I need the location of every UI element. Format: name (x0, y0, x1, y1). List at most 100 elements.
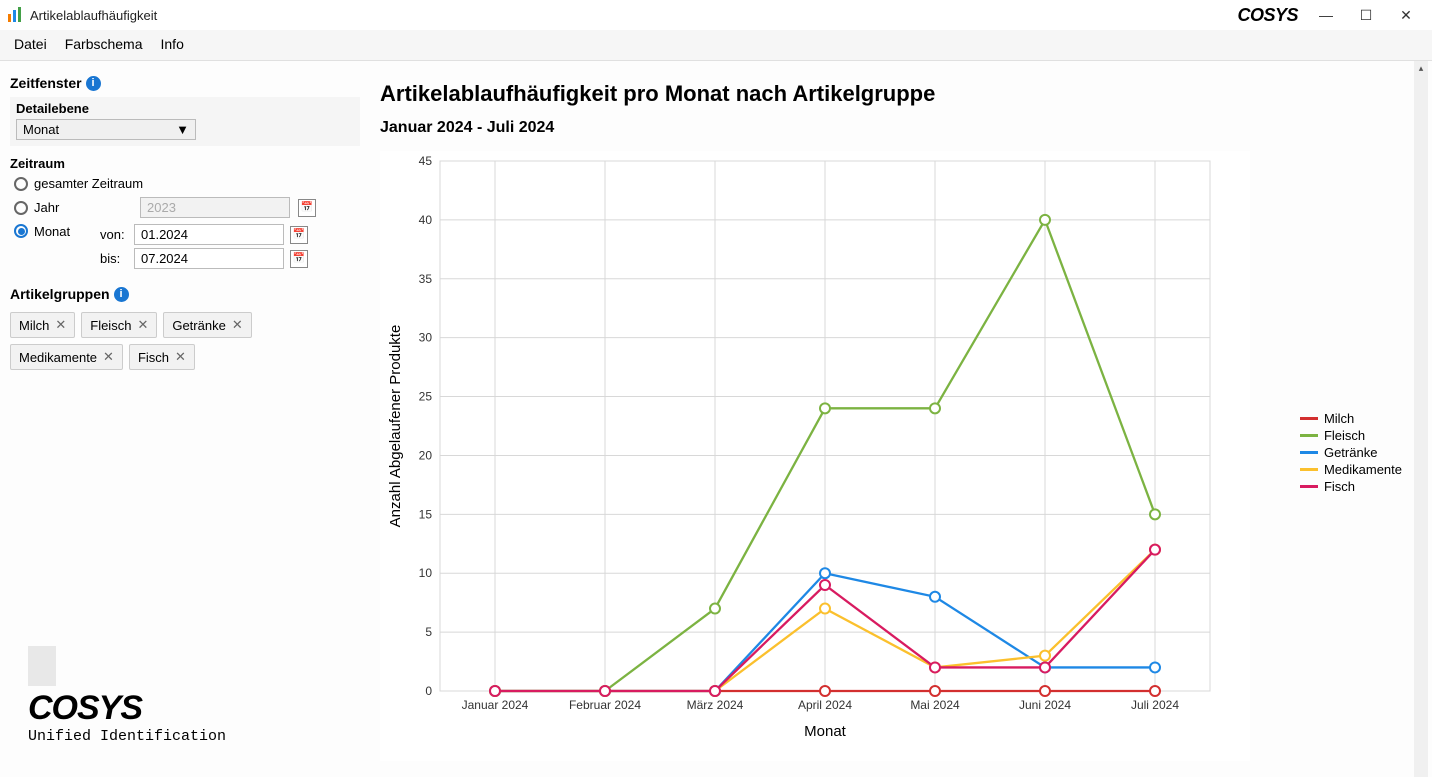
chip-container: Milch✕Fleisch✕Getränke✕Medikamente✕Fisch… (10, 312, 360, 370)
legend-swatch (1300, 451, 1318, 454)
brand-block: COSYS Unified Identification (10, 628, 360, 763)
chart-subtitle: Januar 2024 - Juli 2024 (380, 119, 1402, 137)
legend-item: Milch (1300, 411, 1402, 426)
svg-text:35: 35 (419, 272, 433, 286)
year-input[interactable]: 2023 (140, 197, 290, 218)
detailebene-label: Detailebene (16, 101, 354, 116)
chip-remove-icon[interactable]: ✕ (55, 317, 66, 333)
info-icon[interactable]: i (86, 76, 101, 91)
radio-icon (14, 177, 28, 191)
titlebar: Artikelablaufhäufigkeit COSYS — ☐ ✕ (0, 0, 1432, 30)
svg-text:Februar 2024: Februar 2024 (569, 698, 641, 712)
artikelgruppen-label: Artikelgruppen (10, 286, 110, 302)
radio-label: Monat (34, 224, 94, 239)
bis-input[interactable]: 07.2024 (134, 248, 284, 269)
minimize-button[interactable]: — (1306, 1, 1346, 29)
chip-remove-icon[interactable]: ✕ (232, 317, 243, 333)
menu-info[interactable]: Info (161, 36, 184, 52)
chip-getränke[interactable]: Getränke ✕ (163, 312, 251, 338)
line-chart: 0 5 10 15 20 25 30 35 40 45 Januar 2024 Februar 202… (380, 151, 1250, 761)
legend-swatch (1300, 417, 1318, 420)
brand-logo: COSYS (28, 689, 342, 728)
calendar-icon[interactable]: 📅 (290, 250, 308, 268)
chip-label: Fleisch (90, 318, 131, 333)
legend-label: Fleisch (1324, 428, 1365, 443)
sidebar: Zeitfenster i Detailebene Monat ▼ Zeitra… (0, 61, 370, 777)
svg-text:Juli 2024: Juli 2024 (1131, 698, 1179, 712)
chart-area: Artikelablaufhäufigkeit pro Monat nach A… (370, 61, 1432, 777)
app-icon (6, 6, 24, 24)
svg-text:Mai 2024: Mai 2024 (910, 698, 960, 712)
close-button[interactable]: ✕ (1386, 1, 1426, 29)
radio-monat[interactable]: Monat von: 01.2024 📅 bis: 07.2024 📅 (10, 221, 360, 272)
detailebene-group: Detailebene Monat ▼ (10, 97, 360, 146)
svg-text:0: 0 (425, 684, 432, 698)
radio-label: Jahr (34, 200, 134, 215)
chip-label: Milch (19, 318, 49, 333)
svg-text:Juni 2024: Juni 2024 (1019, 698, 1071, 712)
chart-title: Artikelablaufhäufigkeit pro Monat nach A… (380, 81, 1402, 107)
svg-text:15: 15 (419, 507, 433, 521)
zeitfenster-label: Zeitfenster (10, 75, 82, 91)
window-title: Artikelablaufhäufigkeit (30, 8, 157, 23)
svg-text:45: 45 (419, 154, 433, 168)
menu-datei[interactable]: Datei (14, 36, 47, 52)
legend-label: Fisch (1324, 479, 1355, 494)
svg-text:5: 5 (425, 625, 432, 639)
legend-item: Fisch (1300, 479, 1402, 494)
legend-label: Medikamente (1324, 462, 1402, 477)
chip-label: Getränke (172, 318, 225, 333)
svg-text:10: 10 (419, 566, 433, 580)
zeitfenster-title: Zeitfenster i (10, 75, 360, 91)
legend-swatch (1300, 485, 1318, 488)
chip-milch[interactable]: Milch ✕ (10, 312, 75, 338)
chip-fisch[interactable]: Fisch✕ (129, 344, 195, 370)
info-icon[interactable]: i (114, 287, 129, 302)
radio-icon (14, 224, 28, 238)
menubar: Datei Farbschema Info (0, 30, 1432, 61)
zeitraum-label: Zeitraum (10, 156, 360, 171)
chip-remove-icon[interactable]: ✕ (175, 349, 186, 365)
bis-label: bis: (100, 251, 130, 266)
radio-jahr[interactable]: Jahr 2023 📅 (10, 194, 360, 221)
legend-item: Medikamente (1300, 462, 1402, 477)
chip-remove-icon[interactable]: ✕ (137, 317, 148, 333)
radio-label: gesamter Zeitraum (34, 176, 143, 191)
brand-logo-small: COSYS (1237, 5, 1298, 26)
von-label: von: (100, 227, 130, 242)
radio-icon (14, 201, 28, 215)
calendar-icon[interactable]: 📅 (298, 199, 316, 217)
artikelgruppen-title: Artikelgruppen i (10, 286, 360, 302)
von-input[interactable]: 01.2024 (134, 224, 284, 245)
chip-medikamente[interactable]: Medikamente ✕ (10, 344, 123, 370)
chip-fleisch[interactable]: Fleisch ✕ (81, 312, 157, 338)
detailebene-select[interactable]: Monat ▼ (16, 119, 196, 140)
legend-swatch (1300, 434, 1318, 437)
legend-label: Milch (1324, 411, 1354, 426)
svg-text:30: 30 (419, 331, 433, 345)
svg-text:20: 20 (419, 448, 433, 462)
svg-text:Anzahl Abgelaufener Produkte: Anzahl Abgelaufener Produkte (387, 325, 404, 528)
scrollbar[interactable]: ▴ (1414, 61, 1428, 777)
legend-item: Fleisch (1300, 428, 1402, 443)
detailebene-value: Monat (23, 122, 59, 137)
svg-text:April 2024: April 2024 (798, 698, 852, 712)
brand-subtitle: Unified Identification (28, 728, 342, 745)
radio-gesamter-zeitraum[interactable]: gesamter Zeitraum (10, 173, 360, 194)
legend-item: Getränke (1300, 445, 1402, 460)
legend-swatch (1300, 468, 1318, 471)
chevron-down-icon: ▼ (176, 122, 189, 137)
chip-remove-icon[interactable]: ✕ (103, 349, 114, 365)
maximize-button[interactable]: ☐ (1346, 1, 1386, 29)
chip-label: Medikamente (19, 350, 97, 365)
svg-text:Januar 2024: Januar 2024 (462, 698, 529, 712)
menu-farbschema[interactable]: Farbschema (65, 36, 143, 52)
svg-text:25: 25 (419, 390, 433, 404)
legend: Milch Fleisch Getränke Medikamente Fisch (1300, 411, 1402, 496)
legend-label: Getränke (1324, 445, 1377, 460)
svg-text:Monat: Monat (804, 723, 847, 740)
svg-text:März 2024: März 2024 (687, 698, 744, 712)
svg-text:40: 40 (419, 213, 433, 227)
scroll-up-icon[interactable]: ▴ (1414, 61, 1428, 75)
calendar-icon[interactable]: 📅 (290, 226, 308, 244)
